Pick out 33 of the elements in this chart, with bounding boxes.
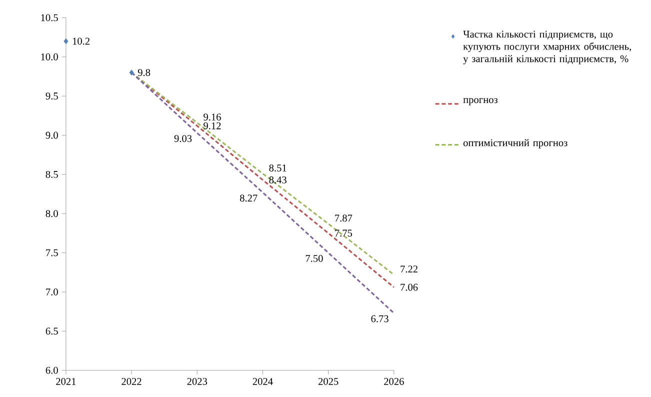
data-label: 10.2 bbox=[72, 38, 90, 45]
legend-label: Частка кількості підприємств, що купують послуги хмарних обчислень, у загальній кількості підприємств, % bbox=[463, 30, 631, 64]
data-label: 8.27 bbox=[240, 194, 258, 202]
x-tick-label: 2026 bbox=[384, 378, 404, 385]
y-tick-label: 6.0 bbox=[46, 366, 58, 374]
y-tick-label: 7.0 bbox=[46, 288, 58, 296]
data-label: 9.12 bbox=[204, 122, 221, 130]
data-label: 7.22 bbox=[400, 266, 418, 273]
data-label: 9.16 bbox=[204, 114, 221, 121]
y-tick-label: 9.5 bbox=[46, 92, 58, 100]
x-tick-label: 2021 bbox=[56, 378, 76, 385]
x-tick-label: 2024 bbox=[252, 378, 273, 385]
x-tick-label: 2025 bbox=[318, 378, 338, 385]
y-tick-label: 8.0 bbox=[46, 210, 58, 218]
y-tick-label: 10.0 bbox=[41, 53, 58, 60]
data-label: 7.50 bbox=[306, 254, 323, 262]
y-tick-label: 8.5 bbox=[46, 170, 58, 178]
legend-label: оптимістичний прогноз bbox=[463, 139, 568, 148]
y-tick-label: 10.5 bbox=[41, 14, 58, 22]
data-label: 9.03 bbox=[174, 135, 192, 142]
data-label: 6.73 bbox=[371, 315, 388, 322]
x-tick-label: 2022 bbox=[122, 378, 142, 385]
y-tick-label: 7.5 bbox=[46, 249, 58, 256]
legend-label: прогноз bbox=[463, 98, 498, 106]
data-label: 7.75 bbox=[335, 230, 352, 237]
data-label: 8.51 bbox=[269, 164, 286, 172]
data-label: 7.87 bbox=[335, 214, 352, 222]
y-tick-label: 9.0 bbox=[46, 132, 58, 139]
data-label: 8.43 bbox=[269, 176, 286, 184]
y-tick-label: 6.5 bbox=[46, 328, 58, 335]
data-label: 7.06 bbox=[400, 284, 418, 291]
x-tick-label: 2023 bbox=[187, 378, 208, 385]
data-label: 9.8 bbox=[138, 69, 150, 76]
